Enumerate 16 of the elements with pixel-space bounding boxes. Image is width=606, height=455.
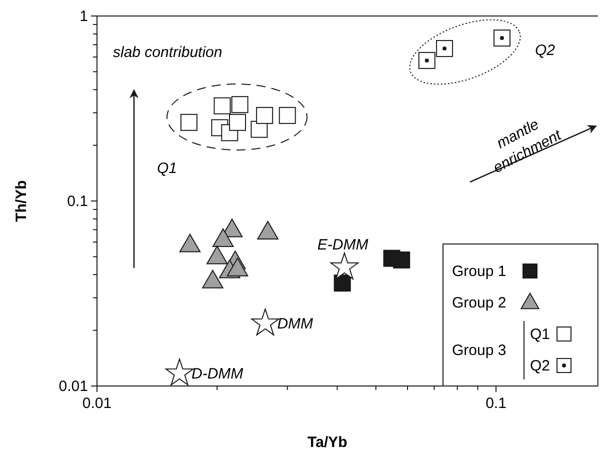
legend-label: Group 2	[452, 294, 506, 312]
annotation: DMM	[277, 315, 314, 332]
annotation: Q1	[157, 160, 178, 177]
legend-label: Group 1	[452, 263, 506, 280]
annotation: E-DMM	[317, 236, 369, 254]
y-tick-label: 0.1	[67, 193, 88, 210]
legend-label: Q1	[530, 326, 550, 343]
legend-title: Group 3	[452, 342, 506, 359]
y-tick-label: 0.01	[58, 378, 88, 395]
y-axis-title: Th/Yb	[13, 180, 30, 222]
legend-label: Q2	[530, 358, 550, 374]
annotation: Q2	[535, 42, 556, 59]
annotation: D-DMM	[192, 365, 244, 382]
annotation: slab contribution	[113, 44, 222, 61]
x-axis-title: Ta/Yb	[308, 434, 348, 451]
y-tick-label: 1	[80, 8, 88, 25]
